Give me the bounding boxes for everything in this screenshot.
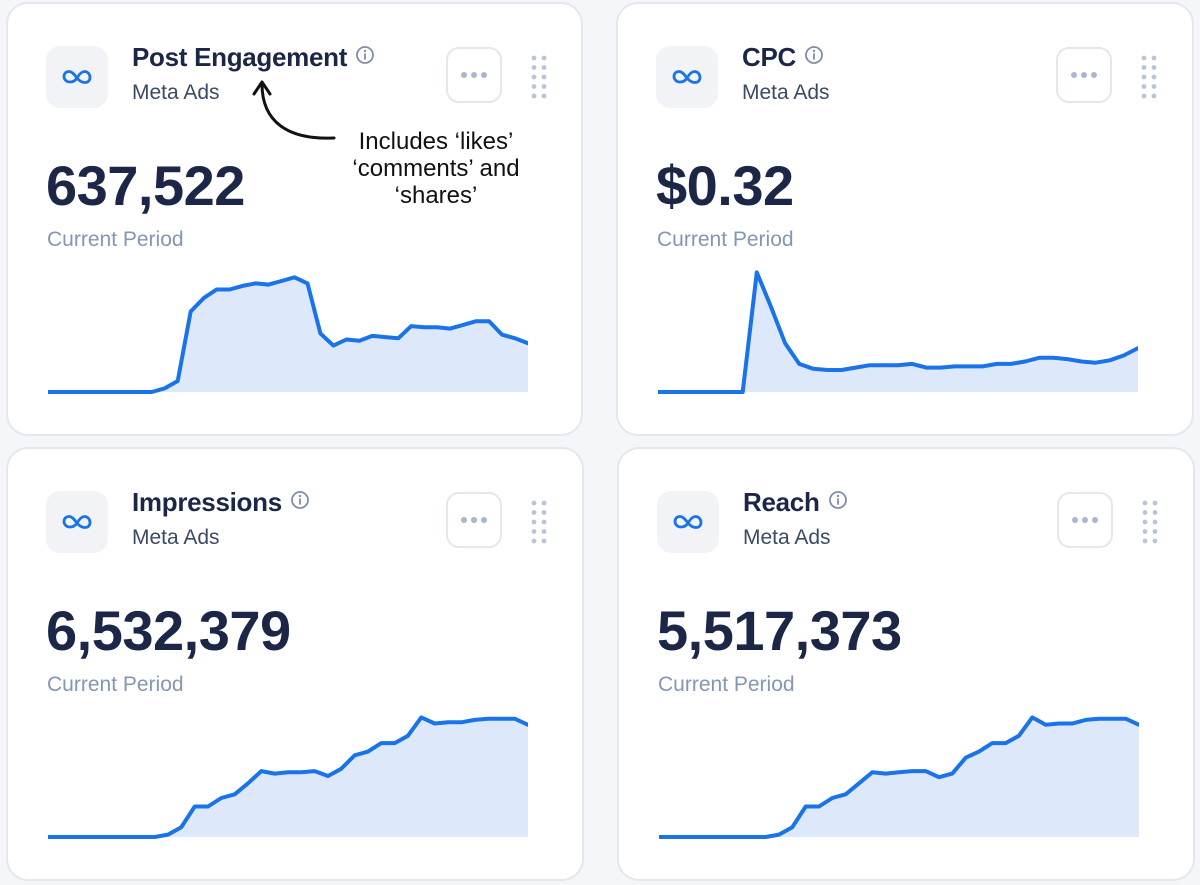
meta-logo-icon — [46, 46, 108, 108]
metric-card-cpc: CPC Meta Ads $0.32 Current Period — [616, 2, 1194, 436]
meta-logo-icon — [657, 491, 719, 553]
card-source: Meta Ads — [132, 526, 220, 549]
sparkline-chart — [48, 266, 528, 396]
meta-logo-icon — [656, 46, 718, 108]
period-label: Current Period — [47, 228, 184, 251]
sparkline-area — [48, 277, 528, 392]
more-dots-icon — [1071, 72, 1097, 78]
info-icon[interactable] — [290, 490, 310, 515]
sparkline-series-line — [48, 717, 528, 837]
metric-value: 637,522 — [46, 154, 245, 217]
card-title: Impressions — [132, 487, 282, 517]
drag-handle-icon[interactable] — [1141, 499, 1159, 545]
info-icon[interactable] — [828, 490, 848, 515]
sparkline-series-line — [659, 717, 1139, 837]
sparkline-area — [48, 717, 528, 837]
sparkline-chart — [659, 711, 1139, 841]
metric-card-impressions: Impressions Meta Ads 6,532,379 Current P… — [6, 447, 584, 881]
card-title: Reach — [743, 487, 820, 517]
more-options-button[interactable] — [446, 492, 502, 548]
card-source: Meta Ads — [743, 526, 831, 549]
drag-handle-icon[interactable] — [530, 54, 548, 100]
sparkline-series-line — [658, 272, 1138, 392]
metric-value: $0.32 — [656, 154, 794, 217]
more-options-button[interactable] — [1057, 492, 1113, 548]
meta-logo-icon — [46, 491, 108, 553]
more-dots-icon — [461, 72, 487, 78]
sparkline-area — [659, 717, 1139, 837]
info-icon[interactable] — [804, 45, 824, 70]
drag-handle-icon[interactable] — [530, 499, 548, 545]
sparkline-chart — [48, 711, 528, 841]
drag-handle-icon[interactable] — [1140, 54, 1158, 100]
annotation-arrow-icon — [252, 80, 336, 140]
more-dots-icon — [461, 517, 487, 523]
period-label: Current Period — [47, 673, 184, 696]
sparkline-area — [658, 272, 1138, 392]
metric-card-reach: Reach Meta Ads 5,517,373 Current Period — [617, 447, 1195, 881]
metric-card-post-engagement: Post Engagement Meta Ads 637,522 Current… — [6, 2, 583, 436]
sparkline-chart — [658, 266, 1138, 396]
card-title: Post Engagement — [132, 42, 348, 72]
more-options-button[interactable] — [446, 47, 502, 103]
more-options-button[interactable] — [1056, 47, 1112, 103]
card-source: Meta Ads — [742, 81, 830, 104]
card-source: Meta Ads — [132, 81, 220, 104]
period-label: Current Period — [658, 673, 795, 696]
annotation-note: Includes ‘likes’ ‘comments’ and ‘shares’ — [352, 128, 520, 209]
period-label: Current Period — [657, 228, 794, 251]
metric-value: 6,532,379 — [46, 599, 291, 662]
info-icon[interactable] — [355, 45, 375, 70]
card-title: CPC — [742, 42, 796, 72]
more-dots-icon — [1072, 517, 1098, 523]
metric-value: 5,517,373 — [657, 599, 902, 662]
sparkline-series-line — [48, 277, 528, 392]
